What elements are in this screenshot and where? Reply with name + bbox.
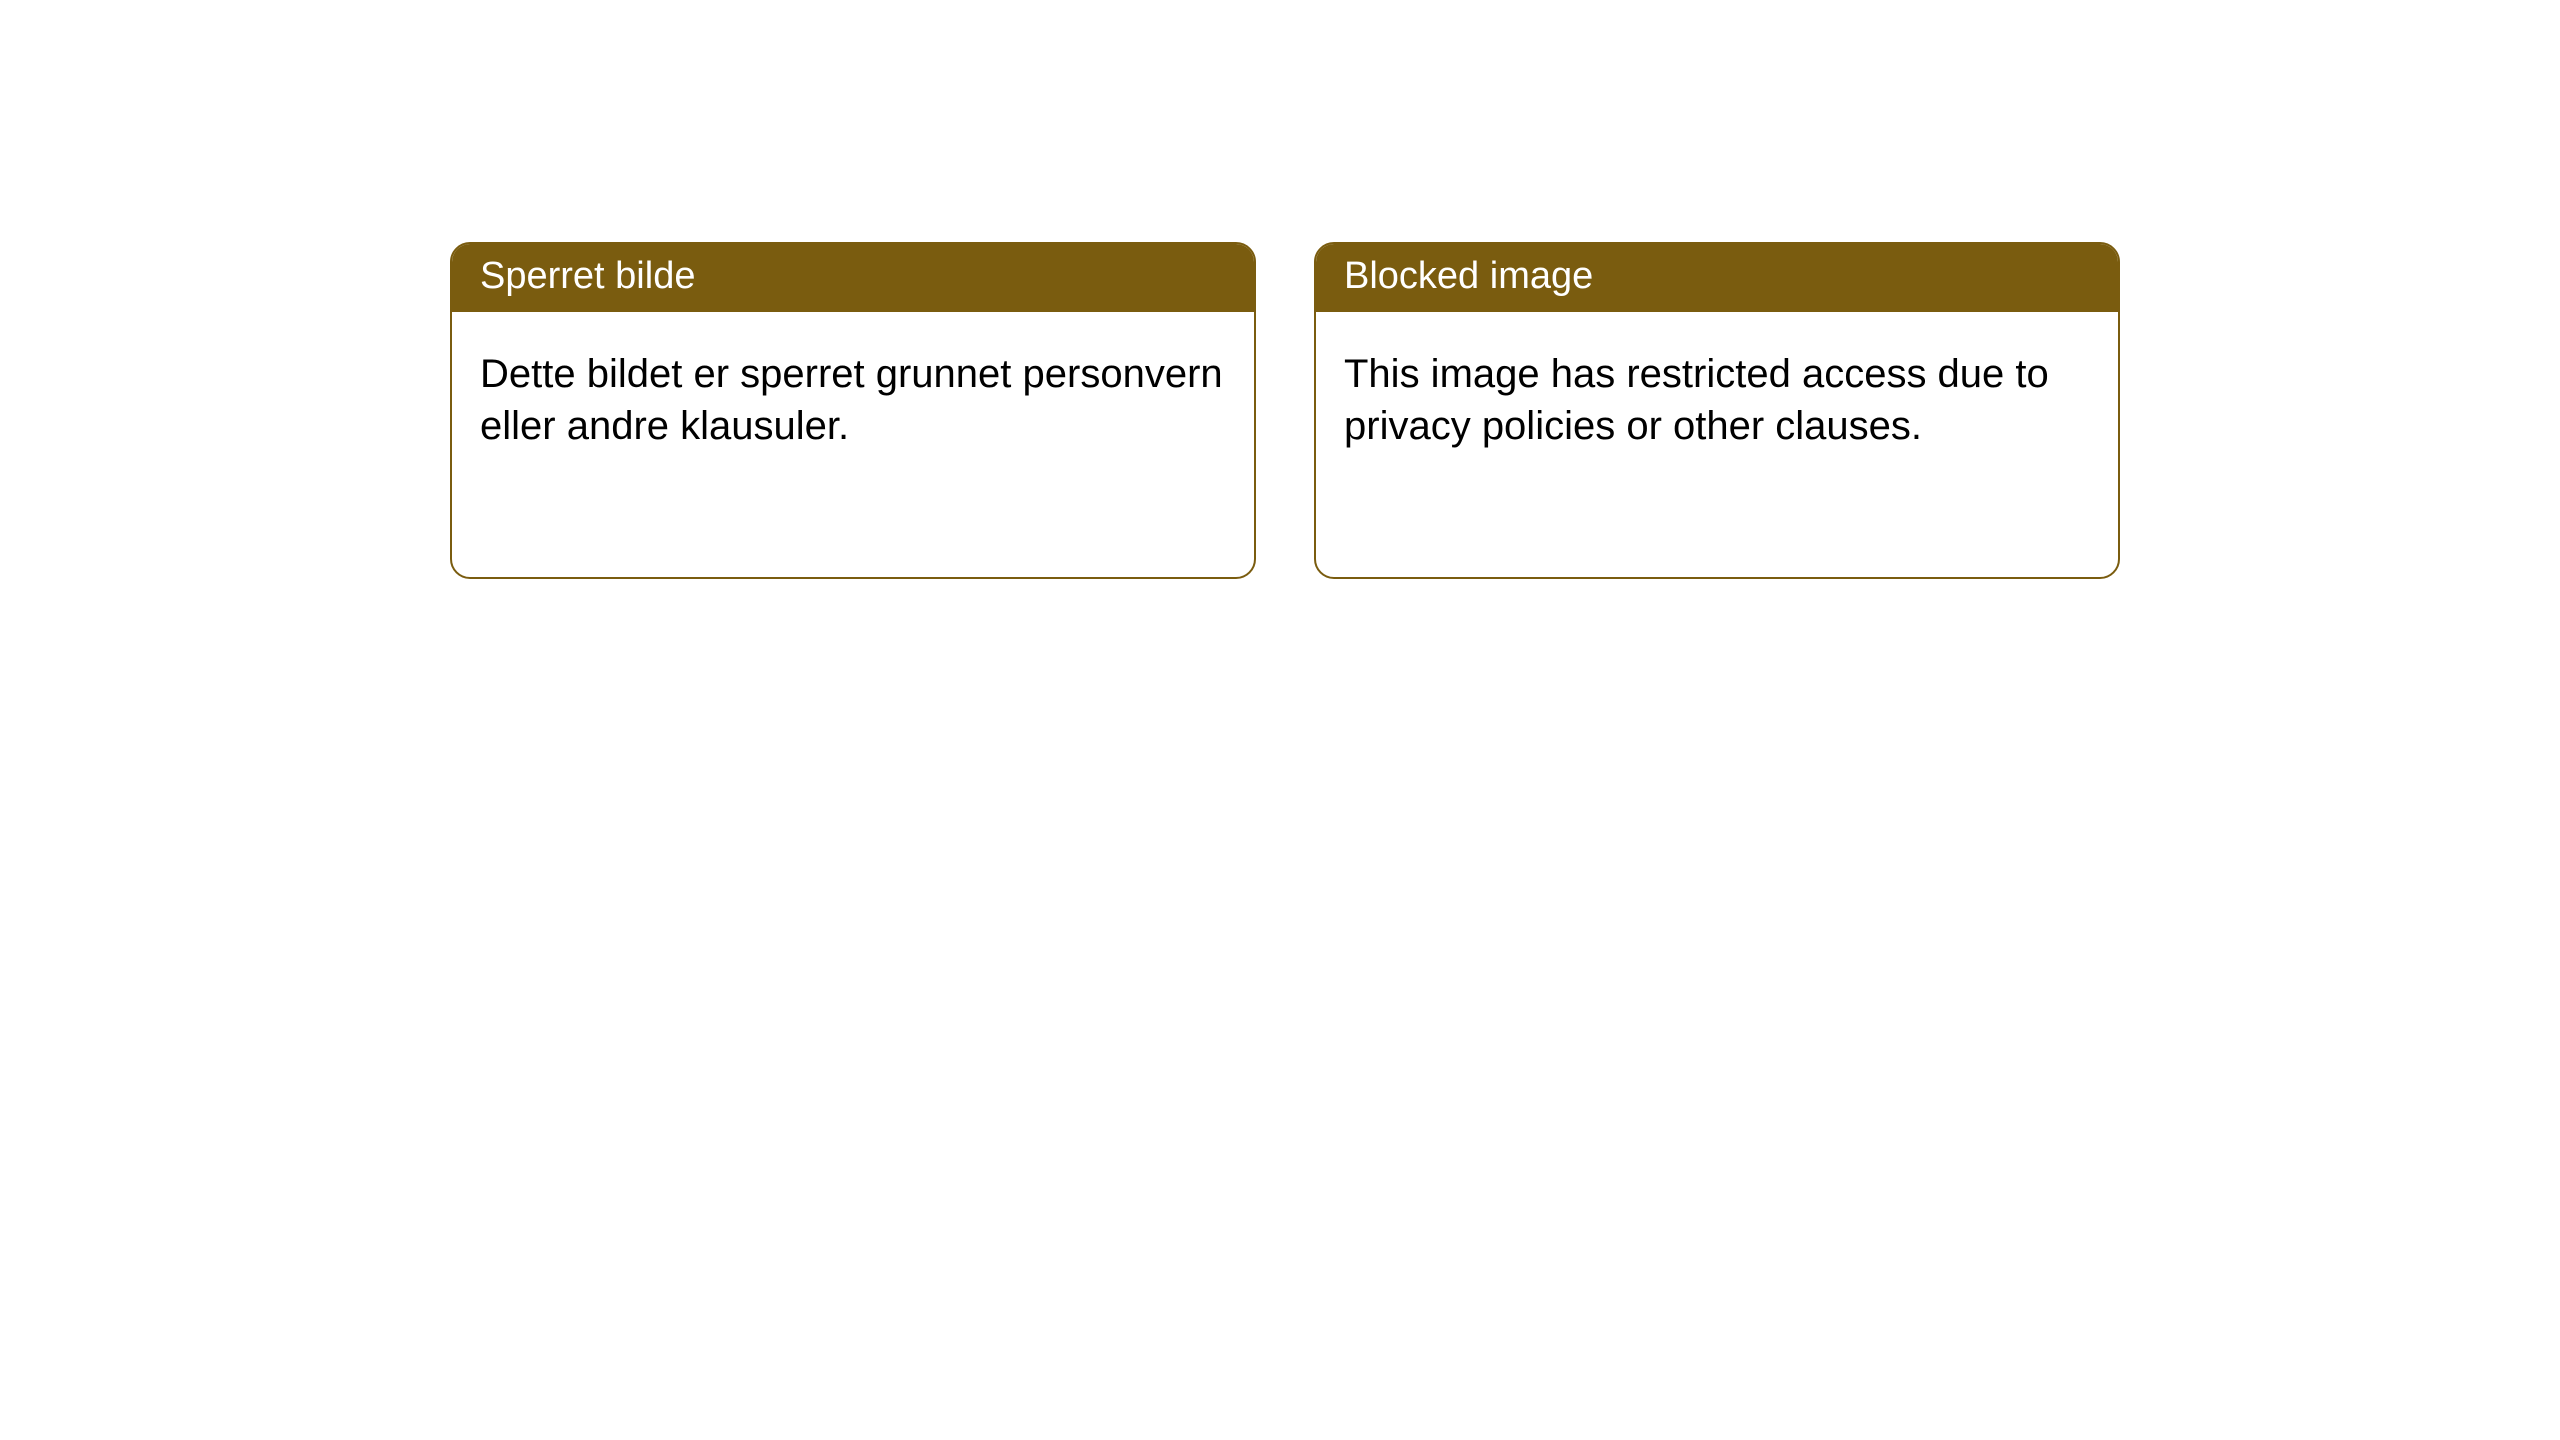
card-body-en: This image has restricted access due to … — [1316, 312, 2118, 488]
card-header-no: Sperret bilde — [452, 244, 1254, 312]
card-title-en: Blocked image — [1344, 255, 1593, 297]
cards-container: Sperret bilde Dette bildet er sperret gr… — [0, 0, 2560, 579]
card-body-no: Dette bildet er sperret grunnet personve… — [452, 312, 1254, 488]
card-message-en: This image has restricted access due to … — [1344, 352, 2049, 448]
blocked-image-card-no: Sperret bilde Dette bildet er sperret gr… — [450, 242, 1256, 579]
card-message-no: Dette bildet er sperret grunnet personve… — [480, 352, 1223, 448]
card-title-no: Sperret bilde — [480, 255, 695, 297]
blocked-image-card-en: Blocked image This image has restricted … — [1314, 242, 2120, 579]
card-header-en: Blocked image — [1316, 244, 2118, 312]
